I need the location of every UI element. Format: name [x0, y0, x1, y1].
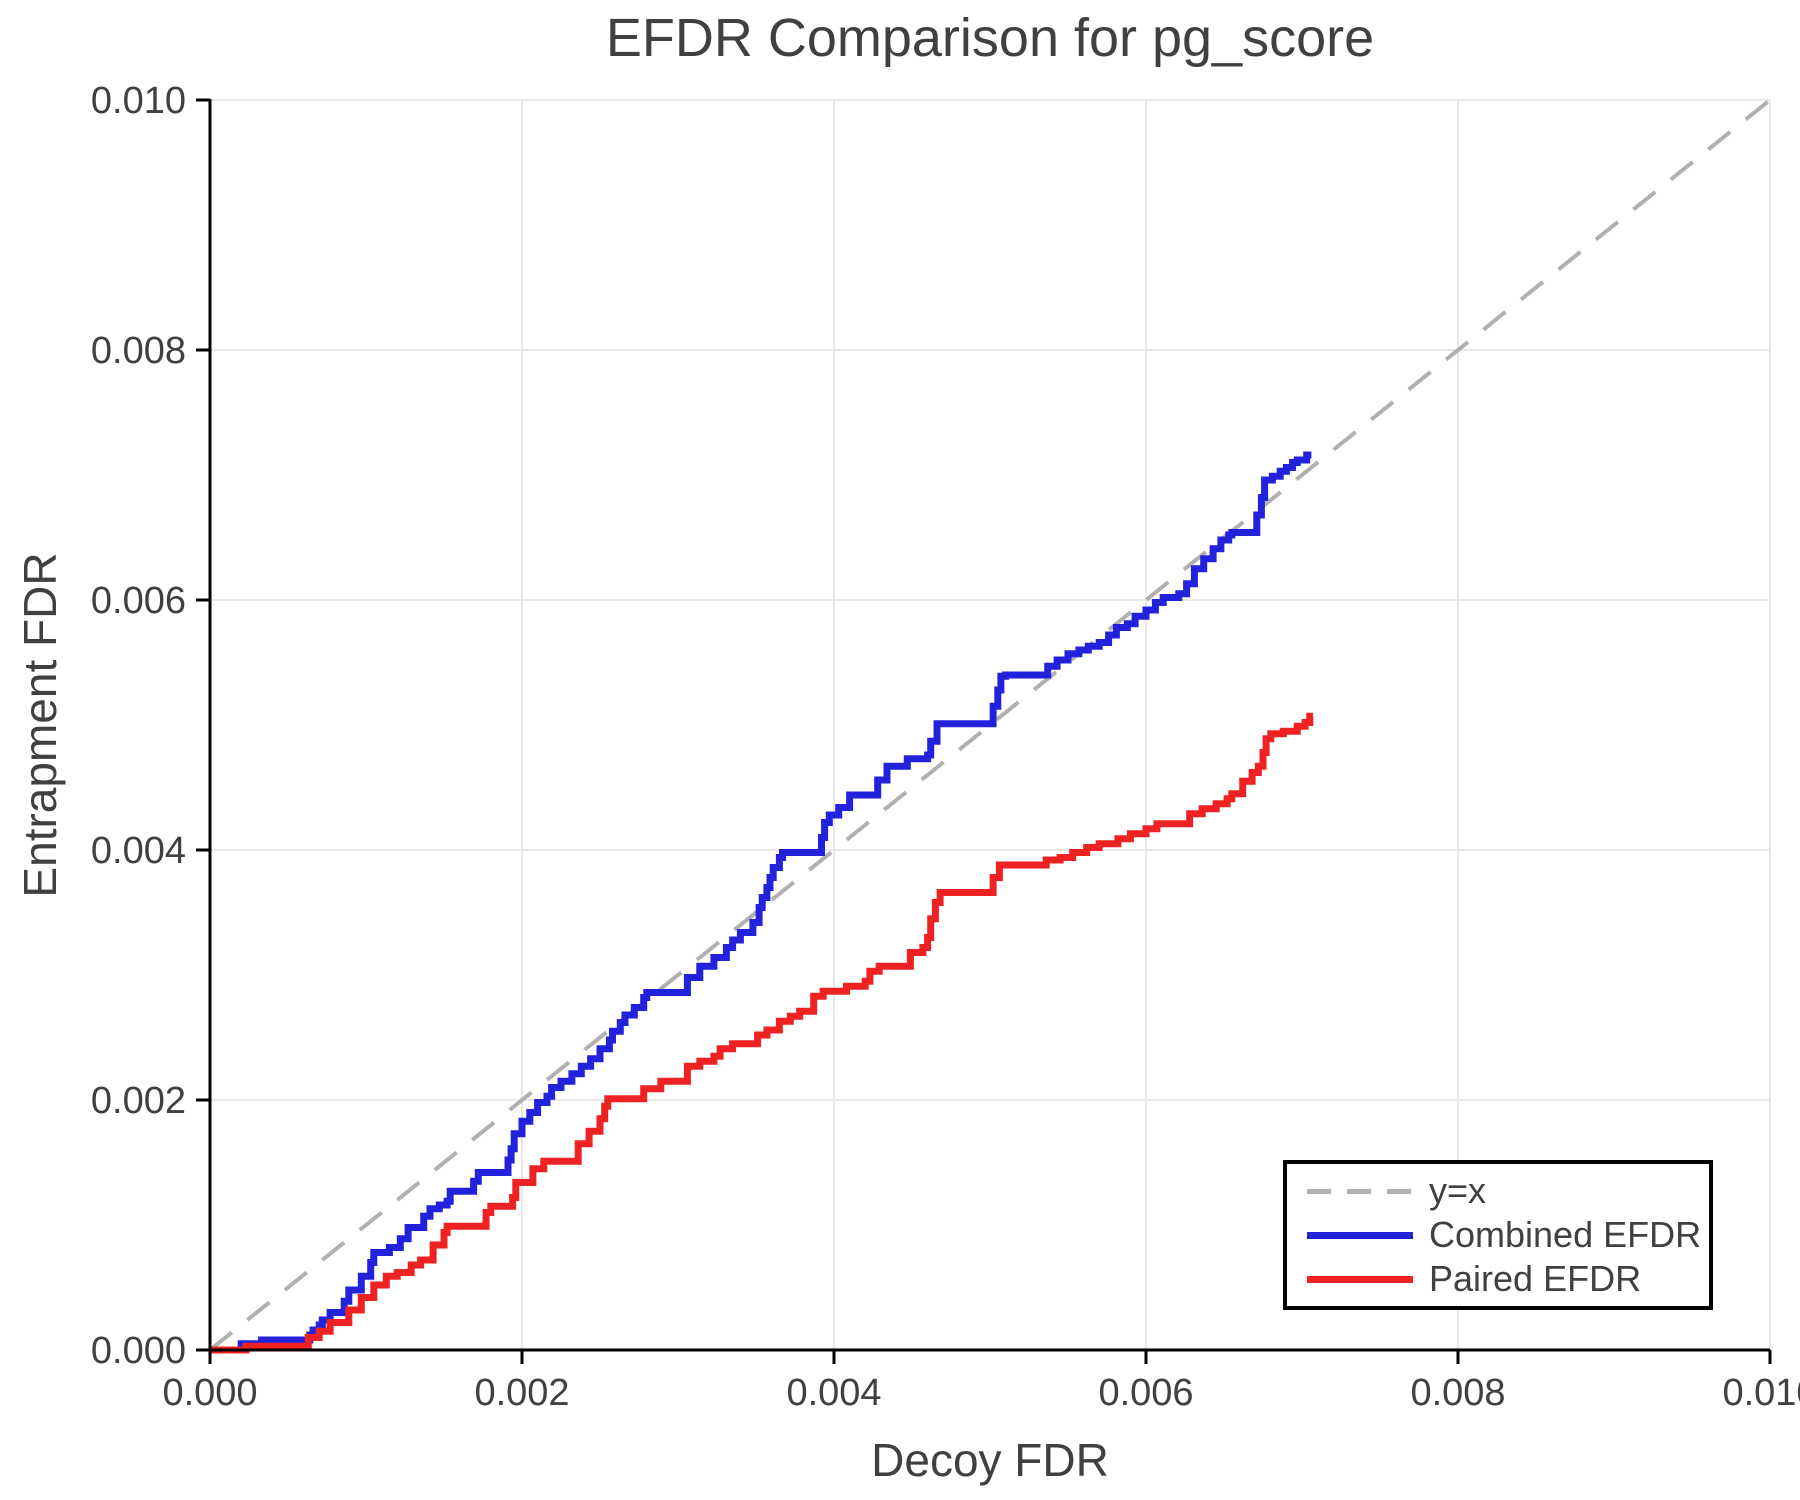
reference-line-swatch [1307, 1188, 1413, 1194]
svg-text:0.002: 0.002 [91, 1080, 186, 1122]
x-axis-label: Decoy FDR [871, 1434, 1109, 1486]
svg-text:0.002: 0.002 [474, 1372, 569, 1414]
svg-text:0.006: 0.006 [1098, 1372, 1193, 1414]
legend-item-reference: y=x [1307, 1171, 1709, 1211]
svg-text:0.010: 0.010 [91, 80, 186, 122]
svg-text:0.010: 0.010 [1722, 1372, 1800, 1414]
legend-label-paired: Paired EFDR [1429, 1258, 1642, 1299]
x-tick-labels: 0.000 0.002 0.004 0.006 0.008 0.010 [162, 1372, 1800, 1414]
combined-efdr-swatch [1307, 1231, 1413, 1239]
legend-label-combined: Combined EFDR [1429, 1214, 1702, 1255]
legend-item-combined: Combined EFDR [1307, 1215, 1709, 1255]
svg-text:0.008: 0.008 [1410, 1372, 1505, 1414]
svg-text:0.008: 0.008 [91, 330, 186, 372]
y-tick-labels: 0.000 0.002 0.004 0.006 0.008 0.010 [91, 80, 186, 1372]
chart-title: EFDR Comparison for pg_score [605, 8, 1375, 68]
svg-text:0.000: 0.000 [91, 1330, 186, 1372]
svg-text:0.004: 0.004 [91, 830, 186, 872]
series-paired-efdr [210, 712, 1314, 1354]
legend: y=x Combined EFDR Paired EFDR [1283, 1160, 1713, 1310]
svg-text:0.006: 0.006 [91, 580, 186, 622]
y-axis-label: Entrapment FDR [14, 552, 66, 898]
svg-text:0.004: 0.004 [786, 1372, 881, 1414]
tick-marks [196, 98, 1772, 1364]
legend-item-paired: Paired EFDR [1307, 1259, 1709, 1299]
svg-text:0.000: 0.000 [162, 1372, 257, 1414]
paired-efdr-swatch [1307, 1275, 1413, 1283]
series-combined-efdr [210, 451, 1312, 1354]
legend-label-reference: y=x [1429, 1170, 1487, 1211]
gridlines [210, 99, 1771, 1350]
axes [208, 99, 1770, 1352]
